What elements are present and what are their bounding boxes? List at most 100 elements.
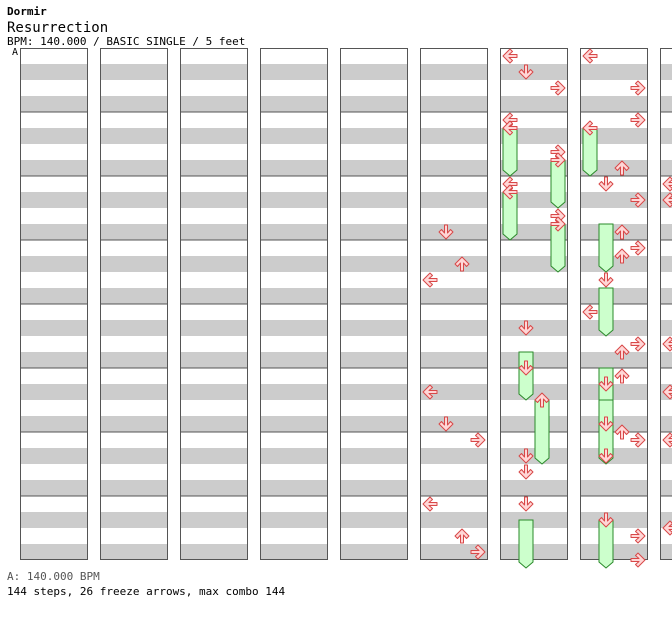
beat-stripe xyxy=(180,480,248,496)
arrow-shape xyxy=(630,552,646,568)
beat-stripe xyxy=(100,384,168,400)
arrow-shape xyxy=(614,344,630,360)
right-arrow-icon xyxy=(630,112,646,128)
beat-stripe xyxy=(260,160,328,176)
beat-stripe xyxy=(340,96,408,112)
arrow-shape xyxy=(422,496,438,512)
beat-stripe xyxy=(420,224,488,240)
arrow-shape xyxy=(422,384,438,400)
beat-stripe xyxy=(260,448,328,464)
arrow-shape xyxy=(630,336,646,352)
arrow-shape xyxy=(630,432,646,448)
beat-stripe xyxy=(100,320,168,336)
beat-stripe xyxy=(100,288,168,304)
beat-stripe xyxy=(260,384,328,400)
left-arrow-icon xyxy=(502,120,518,136)
arrow-shape xyxy=(518,448,534,464)
right-arrow-icon xyxy=(630,528,646,544)
beat-stripe xyxy=(340,256,408,272)
left-arrow-icon xyxy=(582,48,598,64)
arrow-shape xyxy=(518,360,534,376)
beat-stripe xyxy=(180,160,248,176)
beat-stripe xyxy=(260,416,328,432)
arrow-shape xyxy=(502,48,518,64)
beat-stripe xyxy=(20,224,88,240)
beat-stripe xyxy=(500,544,568,560)
beat-stripe xyxy=(20,448,88,464)
beat-stripe xyxy=(580,320,648,336)
right-arrow-icon xyxy=(630,336,646,352)
beat-stripe xyxy=(500,64,568,80)
beat-stripe xyxy=(660,128,672,144)
arrow-shape xyxy=(630,240,646,256)
chart-column xyxy=(100,48,168,560)
beat-stripe xyxy=(180,416,248,432)
up-arrow-icon xyxy=(534,392,550,408)
up-arrow-icon xyxy=(614,424,630,440)
beat-stripe xyxy=(660,288,672,304)
freeze-arrow xyxy=(598,223,614,273)
arrow-shape xyxy=(502,176,518,192)
beat-stripe xyxy=(260,288,328,304)
beat-stripe xyxy=(580,256,648,272)
freeze-arrow xyxy=(518,351,534,401)
arrow-shape xyxy=(614,424,630,440)
beat-stripe xyxy=(500,448,568,464)
column-border xyxy=(420,48,488,560)
arrow-shape xyxy=(662,192,672,208)
beat-stripe xyxy=(420,256,488,272)
arrow-shape xyxy=(470,432,486,448)
down-arrow-icon xyxy=(598,416,614,432)
beat-stripe xyxy=(420,416,488,432)
beat-stripe xyxy=(660,416,672,432)
beat-stripe xyxy=(340,544,408,560)
beat-stripe xyxy=(660,320,672,336)
beat-stripe xyxy=(340,416,408,432)
arrow-shape xyxy=(582,48,598,64)
left-arrow-icon xyxy=(662,192,672,208)
beat-stripe xyxy=(340,192,408,208)
beat-stripe xyxy=(580,416,648,432)
left-arrow-icon xyxy=(662,384,672,400)
down-arrow-icon xyxy=(518,448,534,464)
beat-stripe xyxy=(180,256,248,272)
beat-stripe xyxy=(20,288,88,304)
beat-stripe xyxy=(660,64,672,80)
beat-stripe xyxy=(500,96,568,112)
beat-stripe xyxy=(420,192,488,208)
beat-stripe xyxy=(420,480,488,496)
chart-column xyxy=(180,48,248,560)
beat-stripe xyxy=(100,448,168,464)
beat-stripe xyxy=(260,64,328,80)
arrow-shape xyxy=(550,152,566,168)
left-arrow-icon xyxy=(662,520,672,536)
right-arrow-icon xyxy=(630,432,646,448)
beat-stripe xyxy=(100,160,168,176)
down-arrow-icon xyxy=(518,64,534,80)
beat-stripe xyxy=(660,480,672,496)
beat-stripe xyxy=(500,288,568,304)
right-arrow-icon xyxy=(630,192,646,208)
beat-stripe xyxy=(260,256,328,272)
arrow-shape xyxy=(502,112,518,128)
arrow-shape xyxy=(470,544,486,560)
right-arrow-icon xyxy=(630,552,646,568)
beat-stripe xyxy=(420,320,488,336)
right-arrow-icon xyxy=(630,240,646,256)
beat-stripe xyxy=(580,448,648,464)
beat-stripe xyxy=(100,224,168,240)
beat-stripe xyxy=(20,256,88,272)
arrow-shape xyxy=(550,80,566,96)
beat-stripe xyxy=(180,544,248,560)
right-arrow-icon xyxy=(550,208,566,224)
up-arrow-icon xyxy=(614,224,630,240)
beat-stripe xyxy=(500,416,568,432)
beat-stripe xyxy=(20,320,88,336)
arrow-shape xyxy=(662,384,672,400)
chart-column xyxy=(20,48,88,560)
beat-stripe xyxy=(340,352,408,368)
beat-stripe xyxy=(420,384,488,400)
beat-stripe xyxy=(260,224,328,240)
arrow-shape xyxy=(518,320,534,336)
beat-stripe xyxy=(180,448,248,464)
